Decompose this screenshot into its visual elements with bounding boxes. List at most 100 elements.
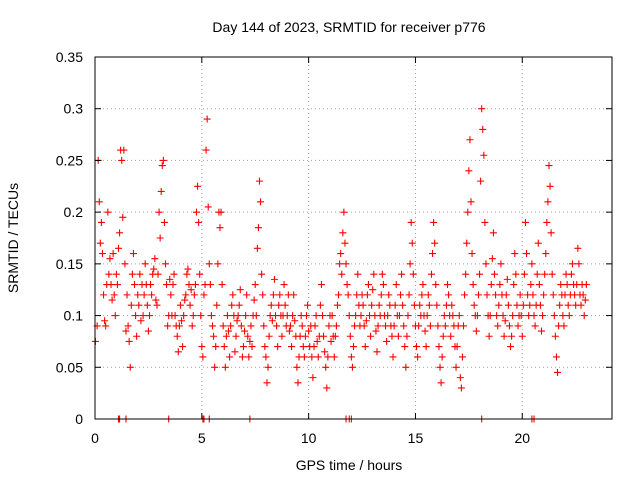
data-point [261, 343, 269, 351]
data-point [344, 291, 352, 299]
x-tick-label: 10 [301, 430, 317, 446]
data-point [317, 281, 325, 289]
data-point [294, 379, 302, 387]
data-point [198, 343, 206, 351]
data-point [189, 312, 197, 320]
data-point [565, 312, 573, 320]
data-point [328, 312, 336, 320]
data-point [100, 291, 108, 299]
data-point [528, 260, 536, 268]
data-point [313, 337, 321, 345]
data-point [372, 327, 380, 335]
data-point [197, 312, 205, 320]
data-point [552, 353, 560, 361]
data-point [327, 337, 335, 345]
data-point [430, 218, 438, 226]
data-point [474, 291, 482, 299]
data-point [345, 312, 353, 320]
data-point [399, 301, 407, 309]
data-point [286, 322, 294, 330]
data-point [407, 218, 415, 226]
y-tick-label: 0.25 [56, 152, 83, 168]
data-point [265, 332, 273, 340]
data-point [367, 332, 375, 340]
data-point [190, 291, 198, 299]
data-point [445, 291, 453, 299]
data-point [264, 363, 272, 371]
data-point [357, 312, 365, 320]
data-point [206, 281, 214, 289]
data-point [203, 115, 211, 123]
data-point [404, 312, 412, 320]
data-point [105, 270, 113, 278]
data-point [259, 291, 267, 299]
data-point [135, 301, 143, 309]
data-point [425, 301, 433, 309]
data-point [461, 291, 469, 299]
data-point [321, 348, 329, 356]
data-point [557, 281, 565, 289]
data-point [429, 250, 437, 258]
data-point [533, 270, 541, 278]
data-point [155, 208, 163, 216]
data-point [171, 312, 179, 320]
data-point [370, 270, 378, 278]
data-point [159, 156, 167, 164]
data-point [187, 286, 195, 294]
data-point [397, 291, 404, 299]
data-point [530, 312, 538, 320]
data-point [416, 301, 424, 309]
data-point [431, 239, 439, 247]
data-point [148, 291, 156, 299]
data-point [245, 353, 253, 361]
data-point [550, 312, 558, 320]
data-point [175, 322, 183, 330]
data-point [368, 301, 376, 309]
data-point [123, 291, 131, 299]
data-point [108, 296, 116, 304]
data-point [438, 353, 446, 361]
data-point [273, 322, 281, 330]
data-point [574, 244, 582, 252]
data-point [174, 348, 182, 356]
data-point [331, 332, 339, 340]
data-point [323, 384, 331, 392]
data-point [129, 250, 137, 258]
data-point [248, 343, 256, 351]
data-point [541, 270, 549, 278]
data-point [564, 301, 572, 309]
data-point [97, 218, 105, 226]
data-point [581, 296, 589, 304]
data-point [150, 265, 158, 273]
data-point [263, 379, 271, 387]
data-point [267, 301, 275, 309]
data-point [517, 312, 525, 320]
data-point [173, 332, 181, 340]
data-points [91, 105, 590, 423]
data-point [439, 332, 447, 340]
data-point [390, 322, 398, 330]
y-tick-label: 0.15 [56, 256, 83, 272]
data-point [568, 260, 576, 268]
data-point [342, 260, 350, 268]
data-point [413, 343, 421, 351]
data-point [235, 301, 243, 309]
data-point [495, 301, 503, 309]
data-point [529, 291, 537, 299]
data-point [378, 270, 386, 278]
data-point [465, 167, 473, 175]
data-point [453, 343, 461, 351]
data-point [225, 327, 233, 335]
data-point [281, 301, 289, 309]
data-point [559, 312, 567, 320]
data-point [375, 301, 383, 309]
data-point [339, 229, 347, 237]
data-point [385, 291, 393, 299]
data-point [185, 281, 193, 289]
y-tick-label: 0.2 [64, 204, 84, 220]
data-point [348, 363, 356, 371]
data-point [125, 337, 133, 345]
data-point [448, 301, 456, 309]
data-point [154, 270, 162, 278]
data-point [473, 312, 481, 320]
